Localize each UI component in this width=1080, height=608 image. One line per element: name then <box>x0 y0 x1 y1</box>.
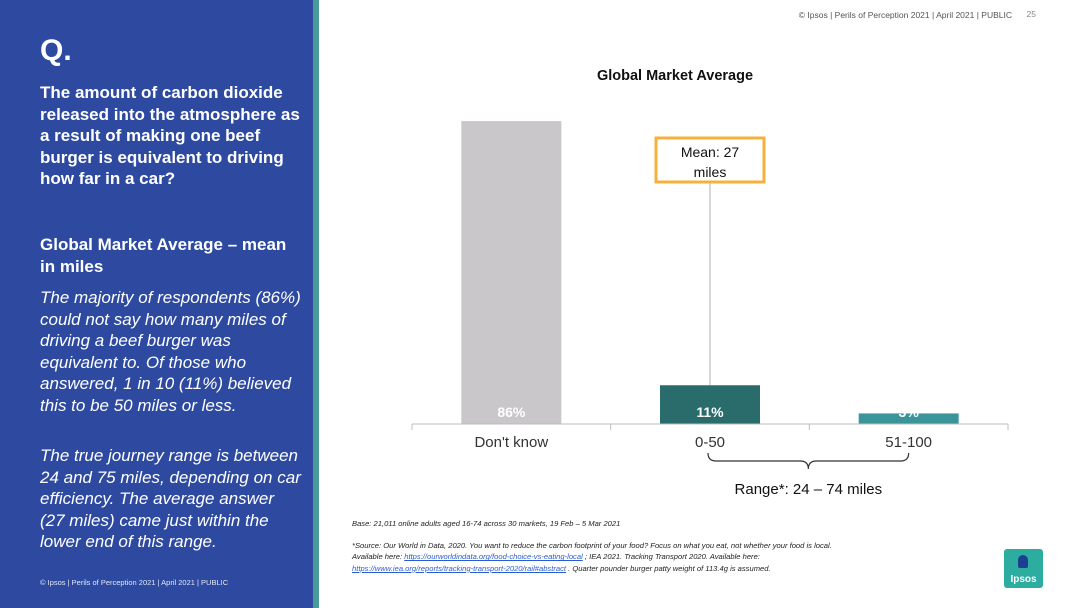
sidebar-accent-strip <box>313 0 319 608</box>
bar-chart: 86% Don't know 11% 0-50 3% 51-100 Mean: 27 mile… <box>411 121 1009 498</box>
source-prefix: *Source: Our World in Data, 2020. You wa… <box>352 540 832 562</box>
category-label-3: 51-100 <box>885 434 932 451</box>
commentary-paragraph-2: The true journey range is between 24 and… <box>40 446 301 551</box>
source-middle: ; IEA 2021. Tracking Transport 2020. Ava… <box>582 552 760 562</box>
category-label-2: 0-50 <box>695 434 725 451</box>
ipsos-logo: Ipsos <box>1004 549 1043 588</box>
bar-3 <box>858 413 959 424</box>
header-copyright: © Ipsos | Perils of Perception 2021 | Ap… <box>798 10 1012 20</box>
range-label: Range*: 24 – 74 miles <box>735 481 883 498</box>
bar-value-label-3: 3% <box>899 404 920 420</box>
question-panel: Q. The amount of carbon dioxide released… <box>0 0 313 608</box>
sidebar-footer: © Ipsos | Perils of Perception 2021 | Ap… <box>40 578 229 587</box>
range-brace <box>707 452 910 470</box>
ipsos-logo-text: Ipsos <box>1010 574 1037 585</box>
category-label-1: Don't know <box>474 434 548 451</box>
source-link-ourworldindata[interactable]: https://ourworldindata.org/food-choice-v… <box>404 552 583 562</box>
source-link-iea[interactable]: https://www.iea.org/reports/tracking-tra… <box>352 563 566 573</box>
mean-label-line-2: miles <box>694 164 727 180</box>
question-text: The amount of carbon dioxide released in… <box>40 83 300 188</box>
source-note: *Source: Our World in Data, 2020. You wa… <box>352 540 862 575</box>
mean-label-line-1: Mean: 27 <box>681 144 740 160</box>
bar-1 <box>461 121 562 424</box>
commentary-paragraph-1: The majority of respondents (86%) could … <box>40 288 301 415</box>
bar-value-label-1: 86% <box>497 404 526 420</box>
ipsos-logo-mark <box>1018 555 1028 568</box>
chart-subheading: Global Market Average – mean in miles <box>40 235 287 276</box>
bar-2 <box>660 385 760 424</box>
mean-label-box <box>654 136 766 184</box>
question-label: Q. <box>40 34 72 67</box>
source-suffix: . Quarter pounder burger patty weight of… <box>566 563 771 573</box>
bar-value-label-2: 11% <box>696 404 724 420</box>
base-note: Base: 21,011 online adults aged 16-74 ac… <box>352 519 621 528</box>
page-number: 25 <box>1026 9 1036 19</box>
footnotes: Base: 21,011 online adults aged 16-74 ac… <box>352 518 862 574</box>
chart-title: Global Market Average <box>596 68 754 84</box>
